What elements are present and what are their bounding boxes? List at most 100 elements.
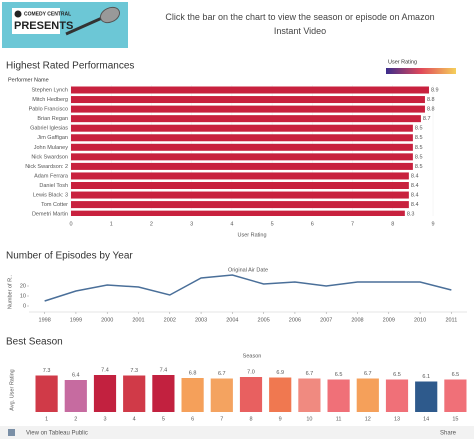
bar[interactable] <box>71 105 425 113</box>
x-tick-label: 2006 <box>289 317 301 323</box>
x-tick-label: 12 <box>365 416 371 422</box>
x-tick-label: 6 <box>191 416 194 422</box>
x-tick-label: 4 <box>133 416 136 422</box>
footer-bar <box>0 426 474 439</box>
bar[interactable] <box>35 375 58 413</box>
value-label: 8.8 <box>427 97 435 103</box>
category-label: John Mulaney <box>34 145 68 151</box>
bar[interactable] <box>71 134 413 142</box>
x-tick-label: 8 <box>391 221 394 227</box>
bar[interactable] <box>415 381 438 413</box>
bar[interactable] <box>93 375 117 412</box>
logo-art: COMEDY CENTRAL PRESENTS <box>12 6 121 36</box>
bar[interactable] <box>71 172 409 180</box>
chart-title: Best Season <box>6 337 63 348</box>
bar[interactable] <box>71 96 425 104</box>
x-tick-label: 9 <box>431 221 434 227</box>
bar[interactable] <box>269 377 292 413</box>
x-tick-label: 15 <box>452 416 458 422</box>
bar[interactable] <box>327 379 350 413</box>
bar[interactable] <box>71 162 413 170</box>
y-tick-label: 10 <box>20 293 26 299</box>
x-tick-label: 13 <box>394 416 400 422</box>
bar[interactable] <box>71 182 409 189</box>
category-label: Tom Cotter <box>41 202 68 208</box>
value-label: 8.4 <box>411 202 419 208</box>
bar[interactable] <box>71 191 409 199</box>
x-tick-label: 5 <box>162 416 165 422</box>
tableau-icon <box>8 429 15 436</box>
bar[interactable] <box>71 124 413 132</box>
y-tick-label: 20 <box>20 283 26 289</box>
x-tick-label: 9 <box>279 416 282 422</box>
bar[interactable] <box>71 143 413 151</box>
bar[interactable] <box>71 210 405 218</box>
value-label: 7.3 <box>43 368 51 374</box>
x-tick-label: 2008 <box>351 317 363 323</box>
bar[interactable] <box>71 86 429 94</box>
value-label: 6.5 <box>452 372 460 378</box>
category-label: Stephen Lynch <box>32 87 69 93</box>
x-tick-label: 1 <box>45 416 48 422</box>
bar[interactable] <box>298 378 321 413</box>
category-label: Lewis Black: 3 <box>33 193 68 199</box>
x-tick-label: 3 <box>103 416 106 422</box>
x-tick-label: 5 <box>271 221 274 227</box>
value-label: 8.5 <box>415 135 423 141</box>
y-axis-label: Number of R.. <box>7 274 13 309</box>
bar[interactable] <box>181 378 204 412</box>
bar[interactable] <box>444 379 467 413</box>
bar[interactable] <box>356 378 379 413</box>
category-label: Daniel Tosh <box>39 183 68 189</box>
value-label: 6.1 <box>422 374 430 380</box>
value-label: 7.0 <box>247 369 255 375</box>
value-label: 8.5 <box>415 154 423 160</box>
logo: COMEDY CENTRAL PRESENTS <box>2 2 128 48</box>
bar[interactable] <box>71 153 413 161</box>
line-series <box>44 274 452 302</box>
bar[interactable] <box>239 377 263 412</box>
x-tick-label: 7 <box>351 221 354 227</box>
instruction: Click the bar on the chart to view the s… <box>165 12 435 36</box>
bar[interactable] <box>123 375 146 413</box>
x-tick-label: 2004 <box>226 317 238 323</box>
bar[interactable] <box>71 115 421 123</box>
category-label: Adam Ferrara <box>34 173 69 179</box>
x-tick-label: 1 <box>110 221 113 227</box>
x-tick-label: 1999 <box>70 317 82 323</box>
x-tick-label: 2003 <box>195 317 207 323</box>
bar[interactable] <box>64 380 87 412</box>
x-tick-label: 4 <box>230 221 233 227</box>
mic-head <box>99 6 121 24</box>
bar[interactable] <box>152 375 175 412</box>
x-tick-label: 2005 <box>258 317 270 323</box>
bar[interactable] <box>210 378 233 413</box>
value-label: 8.9 <box>431 87 439 93</box>
legend-gradient <box>386 68 456 74</box>
logo-icon <box>14 10 22 18</box>
bar[interactable] <box>385 379 409 413</box>
bar[interactable] <box>71 201 409 209</box>
value-label: 6.5 <box>393 372 401 378</box>
footer-link[interactable]: View on Tableau Public <box>26 431 88 437</box>
chart-title: Highest Rated Performances <box>6 61 134 72</box>
value-label: 8.4 <box>411 173 419 179</box>
x-axis-label: User Rating <box>237 232 266 238</box>
x-tick-label: 1998 <box>39 317 51 323</box>
category-label: Jim Gaffigan <box>37 135 68 141</box>
chart-subtitle: Original Air Date <box>228 267 268 273</box>
x-tick-label: 2000 <box>101 317 113 323</box>
value-label: 6.7 <box>306 371 314 377</box>
value-label: 6.7 <box>364 371 372 377</box>
category-label: Nick Swardson: 2 <box>25 164 68 170</box>
y-tick-label: 0 <box>23 303 26 309</box>
mic-handle <box>65 16 103 36</box>
x-tick-label: 11 <box>336 416 342 422</box>
value-label: 6.7 <box>218 371 226 377</box>
x-tick-label: 2007 <box>320 317 332 323</box>
category-label: Nick Swardson <box>31 154 68 160</box>
x-tick-label: 14 <box>423 416 429 422</box>
chart-subtitle: Season <box>243 353 262 359</box>
footer-share[interactable]: Share <box>440 431 457 437</box>
